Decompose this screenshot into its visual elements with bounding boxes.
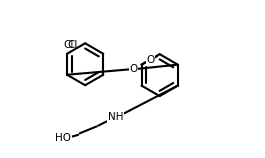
Text: Cl: Cl <box>63 40 74 50</box>
Text: O: O <box>147 55 155 65</box>
Text: O: O <box>129 64 137 74</box>
Text: Cl: Cl <box>68 40 78 50</box>
Text: HO: HO <box>55 133 72 143</box>
Text: NH: NH <box>108 112 123 122</box>
